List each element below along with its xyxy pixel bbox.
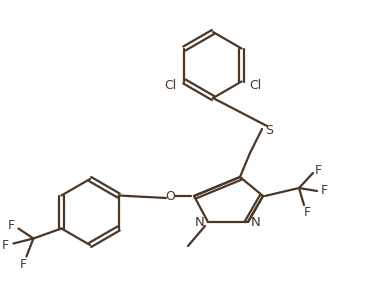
- Text: Cl: Cl: [164, 79, 177, 92]
- Text: S: S: [265, 123, 273, 136]
- Text: F: F: [20, 258, 27, 271]
- Text: F: F: [320, 184, 327, 198]
- Text: F: F: [303, 205, 311, 219]
- Text: F: F: [2, 239, 9, 252]
- Text: F: F: [8, 219, 15, 232]
- Text: F: F: [314, 164, 322, 178]
- Text: O: O: [165, 189, 175, 203]
- Text: Cl: Cl: [249, 79, 262, 92]
- Text: N: N: [195, 217, 205, 230]
- Text: N: N: [251, 217, 261, 230]
